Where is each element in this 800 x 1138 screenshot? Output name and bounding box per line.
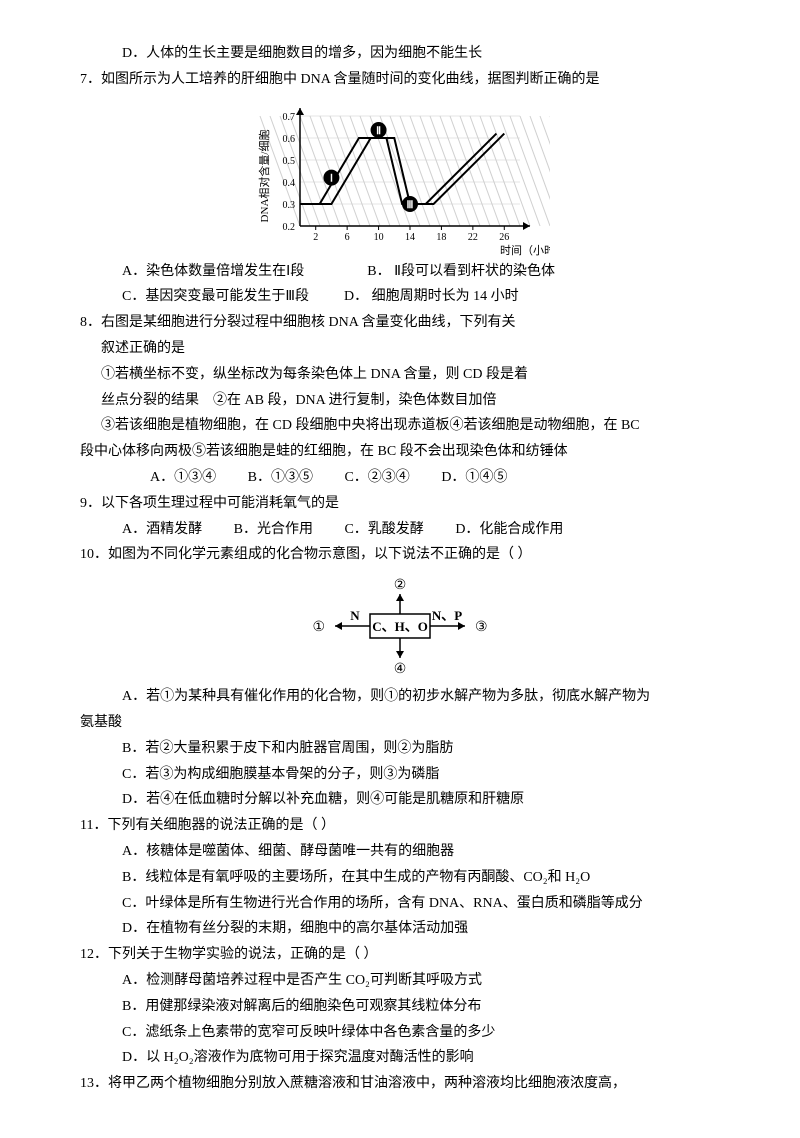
q12-stem: 12．下列关于生物学实验的说法，正确的是（ ） xyxy=(80,943,720,967)
q7-options-row1: A．染色体数量倍增发生在Ⅰ段 B． Ⅱ段可以看到杆状的染色体 xyxy=(80,260,720,284)
q10-stem: 10．如图为不同化学元素组成的化合物示意图，以下说法不正确的是（ ） xyxy=(80,543,720,567)
q11-opt-c: C．叶绿体是所有生物进行光合作用的场所，含有 DNA、RNA、蛋白质和磷脂等成分 xyxy=(80,892,720,916)
q8-l1: ①若横坐标不变，纵坐标改为每条染色体上 DNA 含量，则 CD 段是着 xyxy=(80,363,720,387)
svg-text:Ⅲ: Ⅲ xyxy=(407,200,414,211)
q7-opt-d: D． 细胞周期时长为 14 小时 xyxy=(344,289,519,304)
svg-text:0.4: 0.4 xyxy=(283,178,296,189)
q8-opt-d: D．①④⑤ xyxy=(441,470,507,485)
q7-opt-a: A．染色体数量倍增发生在Ⅰ段 xyxy=(122,264,304,279)
svg-text:①: ① xyxy=(312,620,325,635)
q9-opt-a: A．酒精发酵 xyxy=(122,522,202,537)
svg-text:Ⅰ: Ⅰ xyxy=(330,173,333,184)
svg-text:2: 2 xyxy=(313,232,318,243)
svg-text:0.7: 0.7 xyxy=(283,112,296,123)
svg-text:DNA相对含量/细胞: DNA相对含量/细胞 xyxy=(257,129,271,222)
q8-l2: 丝点分裂的结果 ②在 AB 段，DNA 进行复制，染色体数目加倍 xyxy=(80,389,720,413)
q9-options: A．酒精发酵 B．光合作用 C．乳酸发酵 D．化能合成作用 xyxy=(80,518,720,542)
q9-opt-b: B．光合作用 xyxy=(234,522,313,537)
q10-opt-d: D．若④在低血糖时分解以补充血糖，则④可能是肌糖原和肝糖原 xyxy=(80,788,720,812)
q10-opt-b: B．若②大量积累于皮下和内脏器官周围，则②为脂肪 xyxy=(80,737,720,761)
q11-opt-a: A．核糖体是噬菌体、细菌、酵母菌唯一共有的细胞器 xyxy=(80,840,720,864)
svg-text:14: 14 xyxy=(405,232,415,243)
svg-text:N: N xyxy=(350,608,360,623)
q9-opt-d: D．化能合成作用 xyxy=(455,522,563,537)
q12-opt-a: A．检测酵母菌培养过程中是否产生 CO₂可判断其呼吸方式 xyxy=(80,969,720,993)
q10-opt-a2: 氨基酸 xyxy=(80,711,720,735)
svg-text:10: 10 xyxy=(374,232,384,243)
svg-text:22: 22 xyxy=(468,232,478,243)
svg-text:0.6: 0.6 xyxy=(283,134,296,145)
svg-text:26: 26 xyxy=(499,232,509,243)
q7-opt-c: C．基因突变最可能发生于Ⅲ段 xyxy=(122,289,309,304)
q7-opt-b: B． Ⅱ段可以看到杆状的染色体 xyxy=(367,264,555,279)
q7-options-row2: C．基因突变最可能发生于Ⅲ段 D． 细胞周期时长为 14 小时 xyxy=(80,285,720,309)
q9-opt-c: C．乳酸发酵 xyxy=(344,522,423,537)
q8-stem2: 叙述正确的是 xyxy=(80,337,720,361)
q8-options: A．①③④ B．①③⑤ C．②③④ D．①④⑤ xyxy=(80,466,720,490)
q8-opt-a: A．①③④ xyxy=(150,470,216,485)
q11-opt-d: D．在植物有丝分裂的末期，细胞中的高尔基体活动加强 xyxy=(80,917,720,941)
q8-l4: 段中心体移向两极⑤若该细胞是蛙的红细胞，在 BC 段不会出现染色体和纺锤体 xyxy=(80,440,720,464)
q10-opt-a: A．若①为某种具有催化作用的化合物，则①的初步水解产物为多肽，彻底水解产物为 xyxy=(80,685,720,709)
svg-text:0.3: 0.3 xyxy=(283,200,296,211)
svg-text:6: 6 xyxy=(345,232,350,243)
q6-option-d: D．人体的生长主要是细胞数目的增多，因为细胞不能生长 xyxy=(80,42,720,66)
svg-text:时间（小时）: 时间（小时） xyxy=(500,244,550,256)
svg-text:C、H、O: C、H、O xyxy=(372,619,428,634)
q11-opt-b: B．线粒体是有氧呼吸的主要场所，在其中生成的产物有丙酮酸、CO₂和 H₂O xyxy=(80,866,720,890)
q9-stem: 9．以下各项生理过程中可能消耗氧气的是 xyxy=(80,492,720,516)
q8-l3: ③若该细胞是植物细胞，在 CD 段细胞中央将出现赤道板④若该细胞是动物细胞，在 … xyxy=(80,414,720,438)
svg-text:N、P: N、P xyxy=(432,608,462,623)
q10-diagram: C、H、O N ① N、P ③ ② ④ xyxy=(80,571,720,681)
svg-text:③: ③ xyxy=(475,620,488,635)
q8-opt-c: C．②③④ xyxy=(344,470,409,485)
svg-text:④: ④ xyxy=(394,662,407,677)
q12-opt-d: D．以 H₂O₂溶液作为底物可用于探究温度对酶活性的影响 xyxy=(80,1046,720,1070)
q7-chart: 0.20.30.40.50.60.7261014182226ⅠⅡⅢ时间（小时）D… xyxy=(80,96,720,256)
q12-opt-b: B．用健那绿染液对解离后的细胞染色可观察其线粒体分布 xyxy=(80,995,720,1019)
q7-stem: 7．如图所示为人工培养的肝细胞中 DNA 含量随时间的变化曲线，据图判断正确的是 xyxy=(80,68,720,92)
q11-stem: 11．下列有关细胞器的说法正确的是（ ） xyxy=(80,814,720,838)
q12-opt-c: C．滤纸条上色素带的宽窄可反映叶绿体中各色素含量的多少 xyxy=(80,1021,720,1045)
svg-text:Ⅱ: Ⅱ xyxy=(376,126,381,137)
svg-text:②: ② xyxy=(394,578,407,593)
q10-opt-c: C．若③为构成细胞膜基本骨架的分子，则③为磷脂 xyxy=(80,763,720,787)
svg-text:18: 18 xyxy=(436,232,446,243)
svg-text:0.5: 0.5 xyxy=(283,156,296,167)
q13-stem: 13．将甲乙两个植物细胞分别放入蔗糖溶液和甘油溶液中，两种溶液均比细胞液浓度高， xyxy=(80,1072,720,1096)
svg-text:0.2: 0.2 xyxy=(283,222,296,233)
q8-opt-b: B．①③⑤ xyxy=(248,470,313,485)
q8-stem: 8．右图是某细胞进行分裂过程中细胞核 DNA 含量变化曲线，下列有关 xyxy=(80,311,720,335)
